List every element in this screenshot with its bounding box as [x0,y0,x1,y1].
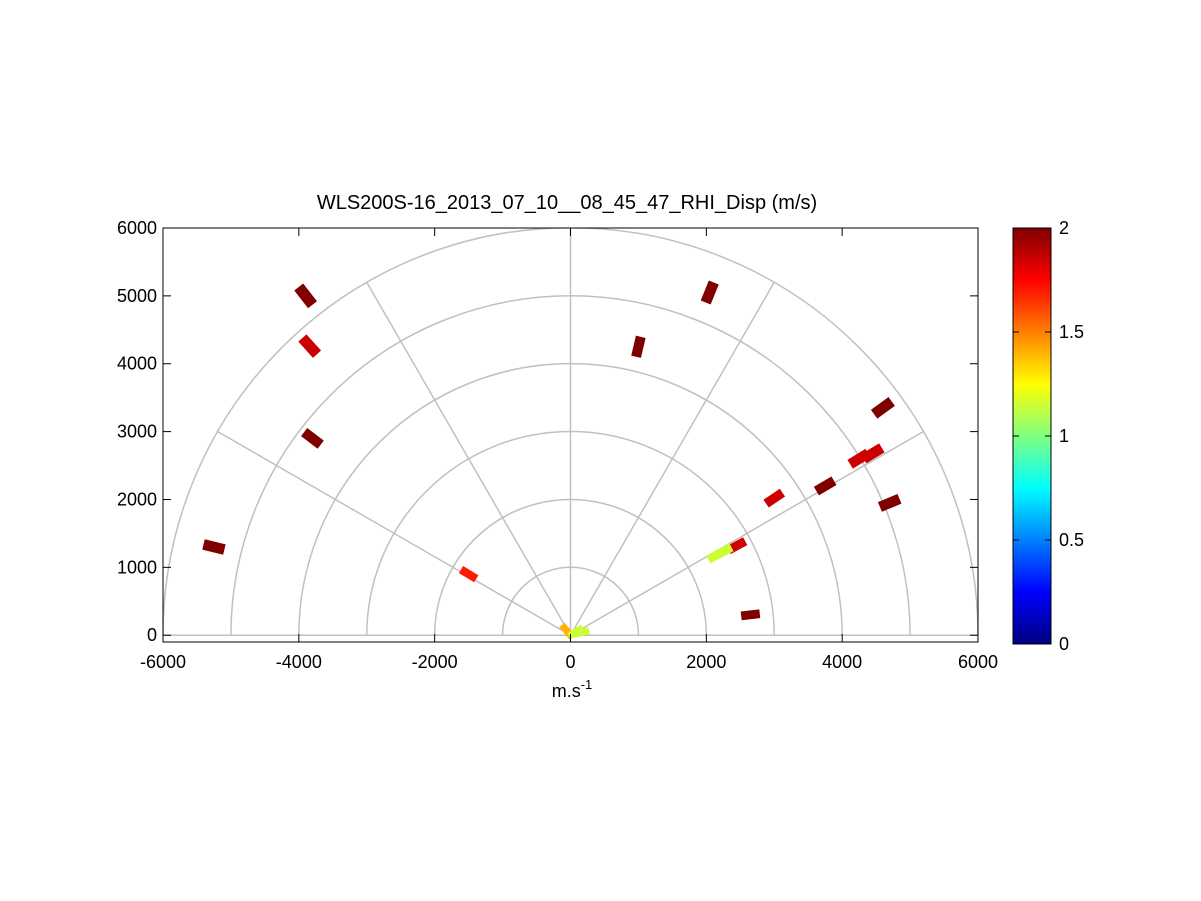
x-tick-label: -6000 [140,652,186,672]
data-cell [763,488,786,508]
range-ring [163,228,978,636]
y-axis-ticks: 0 1000 2000 3000 4000 5000 6000 [117,218,978,645]
data-cell [813,476,837,496]
y-tick-label: 1000 [117,557,157,577]
x-tick-label: 2000 [686,652,726,672]
x-tick-label: 0 [565,652,575,672]
colorbar-gradient [1012,227,1052,645]
x-axis-label-base: m.s [552,681,581,701]
data-cell [740,609,761,621]
radial-spoke [570,430,924,636]
colorbar-tick-label: 1.5 [1059,322,1084,342]
y-tick-label: 0 [147,625,157,645]
colorbar-tick-label: 2 [1059,218,1069,238]
x-axis-ticks: -6000 -4000 -2000 0 2000 4000 6000 [140,228,998,672]
x-axis-label: m.s-1 [552,677,593,701]
x-axis-label-superscript: -1 [581,677,593,692]
data-cell [700,280,719,305]
colorbar: 0 0.5 1 1.5 2 [1012,218,1084,654]
data-cell [572,627,591,638]
data-cells [202,280,902,640]
y-tick-label: 6000 [117,218,157,238]
y-tick-label: 4000 [117,354,157,374]
radial-spoke [569,281,775,636]
data-cell [631,335,646,358]
y-tick-label: 3000 [117,422,157,442]
data-cell [301,427,324,449]
colorbar-tick-label: 0 [1059,634,1069,654]
colorbar-ticks: 0 0.5 1 1.5 2 [1013,218,1084,654]
x-tick-label: -4000 [276,652,322,672]
data-cell [202,539,226,555]
data-cell [860,443,885,464]
radial-spoke [366,281,572,636]
x-tick-label: 6000 [958,652,998,672]
radial-spoke [217,430,571,636]
y-tick-label: 5000 [117,286,157,306]
colorbar-tick-label: 1 [1059,426,1069,446]
data-cell [298,334,322,358]
x-tick-label: -2000 [412,652,458,672]
data-cell [877,493,902,512]
x-tick-label: 4000 [822,652,862,672]
data-cell [706,546,727,564]
polar-grid [163,228,978,636]
y-tick-label: 2000 [117,489,157,509]
data-cell [870,397,895,419]
colorbar-tick-label: 0.5 [1059,530,1084,550]
data-cell [458,566,479,583]
data-cell [294,283,317,309]
chart-title: WLS200S-16_2013_07_10__08_45_47_RHI_Disp… [317,192,817,214]
plot-area: -6000 -4000 -2000 0 2000 4000 6000 0 1000 2000 30… [117,218,998,672]
